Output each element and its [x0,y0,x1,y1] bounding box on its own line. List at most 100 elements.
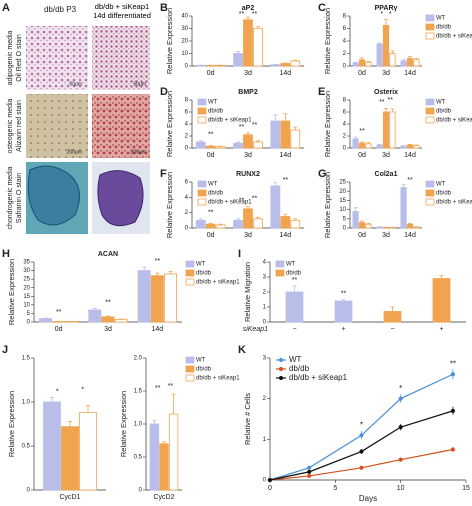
legend-swatch [425,189,435,197]
y-label-group: Relative Migration [243,262,252,322]
legend-label: db/db [436,191,452,197]
y-tick-label: 30 [181,26,188,32]
bar [290,219,301,229]
micrograph [26,26,88,90]
y-tick-label: 0 [343,64,347,70]
y-tick-label: 6 [343,26,347,32]
legend-swatch [197,198,207,206]
x-tick-label: 0d [358,152,366,159]
y-label-group: Relative Expression [165,91,174,157]
legend-swatch [197,180,207,188]
bar [413,145,420,149]
x-tick-label: 14d [279,232,291,239]
bar [215,146,226,149]
legend-swatch [425,107,435,115]
point [307,465,312,470]
y-tick-label: 2 [185,134,189,140]
chart-title: ACAN [98,251,118,258]
row-label: osteogenic media [7,98,14,153]
y-tick-label: 25 [339,180,346,186]
bar [39,318,52,323]
y-tick-label: 20 [339,189,346,195]
x-tick-label: 14d [404,152,416,159]
y-label-group: Relative Expression [323,8,332,74]
chart-title: RUNX2 [236,171,260,178]
bar [280,63,291,67]
y-axis-label: Relative Expression [119,391,128,457]
legend-swatch [185,365,195,373]
significance: ** [252,122,258,129]
legend-label: db/db + siKeap1 [196,280,240,286]
row-label: adipogenic media [7,30,14,85]
bar [164,273,177,323]
row-label: chondrogenic media [7,166,14,229]
legend-swatch [185,356,195,364]
legend-swatch [185,269,195,277]
legend-label: db/db [208,109,224,115]
point [359,465,364,470]
bar [400,60,407,67]
legend-swatch [425,116,435,124]
significance: ** [155,258,161,265]
legend-swatch [425,198,435,206]
legend-swatch [197,116,207,124]
x-tick-label: − [292,326,296,333]
legend-swatch [185,374,195,382]
y-tick-label: 10 [181,51,188,57]
point [268,478,272,482]
legend-label: WT [208,182,218,188]
y-tick-label: 8 [185,98,189,104]
bar [413,59,420,67]
y-tick-label: 1.5 [134,389,143,395]
legend-label: WT [196,358,206,364]
x-tick-label: 3d [244,232,252,239]
y-tick-label: 20 [23,285,30,291]
bar [432,278,451,323]
panel-letter: B [160,2,168,14]
legend-swatch [425,14,435,22]
legend-swatch [425,23,435,31]
y-tick-label: 0 [139,488,143,494]
point [359,449,364,454]
tissue [27,165,80,226]
legend-swatch [275,269,285,277]
bar [365,61,372,67]
x-tick-label: 10 [397,485,405,492]
legend-label: db/db + siKeap1 [436,118,472,124]
bar [79,412,97,491]
x-tick-label: 14d [151,326,163,333]
bar [137,270,151,323]
y-tick-label: 1.0 [22,400,31,406]
bar [382,111,390,149]
legend-label: WT [436,16,446,22]
bar [352,138,359,149]
bar [114,319,128,323]
y-tick-label: 0 [185,146,189,152]
significance: ** [239,124,245,131]
bar [149,423,160,491]
bar [376,144,383,149]
x-tick-label: 0d [55,326,63,333]
x-tick-label: 0d [207,152,215,159]
significance: ** [239,197,245,204]
y-tick-label: 1.5 [22,356,31,362]
point [450,408,455,413]
bar [270,185,281,229]
panel-letter: I [238,248,241,260]
x-axis-label: siKeap1 [243,326,268,333]
significance: ** [252,11,258,18]
bar [233,142,243,149]
chart-title: PPARγ [375,5,398,12]
y-axis-label: Relative Expression [165,8,174,74]
legend-label: db/db [208,191,224,197]
legend-label: WT [436,182,446,188]
chart-title: aP2 [242,5,255,12]
legend-label: db/db [436,25,452,31]
point [307,469,312,474]
y-tick-label: 8 [343,98,347,104]
significance: ** [252,195,258,202]
bar [365,143,372,149]
bar [406,58,414,67]
y-tick-label: 4 [343,39,347,45]
tissue [97,170,144,227]
